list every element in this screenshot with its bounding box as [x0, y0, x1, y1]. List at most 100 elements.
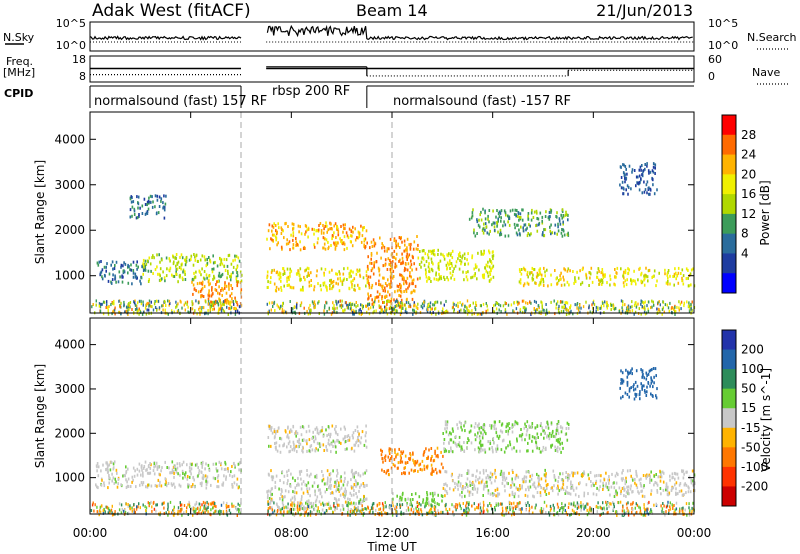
- power-echo-cell: [184, 258, 186, 262]
- velocity-echo-cell: [270, 475, 273, 479]
- velocity-echo-cell: [634, 506, 636, 510]
- velocity-echo-cell: [188, 502, 191, 506]
- power-echo-cell: [105, 265, 107, 269]
- power-echo-cell: [358, 287, 361, 291]
- velocity-echo-cell: [497, 436, 500, 440]
- power-echo-cell: [485, 302, 487, 305]
- velocity-echo-cell: [118, 508, 121, 512]
- power-echo-cell: [412, 312, 414, 316]
- power-echo-cell: [200, 273, 202, 277]
- power-echo-cell: [557, 300, 559, 304]
- power-echo-cell: [536, 217, 538, 220]
- power-echo-cell: [358, 309, 360, 313]
- velocity-echo-cell: [294, 497, 296, 501]
- power-colorbar-tick: 20: [741, 167, 756, 181]
- velocity-echo-cell: [177, 506, 180, 510]
- power-echo-cell: [118, 310, 121, 314]
- power-echo-cell: [626, 172, 628, 176]
- velocity-echo-cell: [464, 421, 466, 425]
- power-echo-cell: [334, 247, 337, 251]
- power-echo-cell: [329, 279, 331, 283]
- velocity-echo-cell: [366, 483, 368, 487]
- velocity-echo-cell: [334, 427, 336, 431]
- velocity-echo-cell: [349, 513, 351, 517]
- power-echo-cell: [541, 221, 544, 225]
- power-echo-cell: [649, 170, 652, 174]
- power-echo-cell: [384, 263, 386, 267]
- velocity-echo-cell: [105, 468, 107, 472]
- velocity-echo-cell: [670, 489, 673, 492]
- velocity-echo-cell: [136, 473, 139, 477]
- velocity-echo-cell: [321, 429, 323, 433]
- power-echo-cell: [572, 312, 574, 316]
- velocity-echo-cell: [422, 453, 425, 457]
- power-echo-cell: [464, 262, 466, 266]
- velocity-echo-cell: [633, 397, 636, 401]
- power-echo-cell: [659, 310, 661, 314]
- power-echo-cell: [530, 218, 533, 222]
- velocity-echo-cell: [399, 495, 401, 499]
- power-echo-cell: [460, 260, 463, 264]
- velocity-echo-cell: [563, 506, 565, 509]
- velocity-echo-cell: [606, 485, 609, 489]
- velocity-echo-cell: [492, 493, 494, 497]
- velocity-echo-cell: [583, 472, 586, 476]
- velocity-echo-cell: [529, 474, 531, 478]
- velocity-echo-cell: [620, 477, 623, 481]
- power-echo-cell: [119, 275, 121, 279]
- power-echo-cell: [521, 218, 524, 222]
- velocity-echo-cell: [414, 469, 416, 473]
- velocity-echo-cell: [283, 474, 286, 478]
- power-echo-cell: [523, 267, 526, 271]
- power-echo-cell: [369, 246, 371, 250]
- velocity-echo-cell: [139, 483, 141, 487]
- power-echo-cell: [652, 170, 655, 174]
- power-echo-cell: [637, 302, 639, 306]
- power-echo-cell: [304, 224, 307, 228]
- velocity-echo-cell: [575, 486, 578, 490]
- velocity-echo-cell: [634, 380, 637, 384]
- velocity-echo-cell: [474, 422, 477, 426]
- power-echo-cell: [589, 272, 592, 276]
- chart-title-radar: Adak West (fitACF): [92, 1, 251, 21]
- power-echo-cell: [370, 253, 373, 257]
- velocity-echo-cell: [537, 474, 540, 478]
- velocity-echo-cell: [452, 429, 454, 433]
- velocity-echo-cell: [576, 506, 579, 510]
- velocity-echo-cell: [605, 484, 607, 488]
- power-echo-cell: [336, 310, 338, 314]
- velocity-echo-cell: [155, 461, 158, 465]
- power-echo-cell: [682, 274, 685, 278]
- velocity-echo-cell: [347, 434, 350, 438]
- velocity-echo-cell: [487, 440, 489, 444]
- velocity-echo-cell: [651, 368, 653, 372]
- velocity-echo-cell: [535, 486, 537, 490]
- power-echo-cell: [690, 307, 692, 311]
- power-echo-cell: [183, 303, 185, 307]
- velocity-echo-cell: [292, 424, 294, 428]
- velocity-echo-cell: [484, 450, 487, 454]
- velocity-echo-cell: [437, 509, 439, 513]
- power-echo-cell: [163, 194, 165, 198]
- power-echo-cell: [373, 303, 375, 307]
- power-echo-cell: [438, 268, 440, 271]
- power-echo-cell: [538, 272, 541, 276]
- velocity-echo-cell: [201, 481, 203, 485]
- velocity-echo-cell: [540, 432, 542, 436]
- velocity-echo-cell: [458, 502, 461, 506]
- velocity-echo-cell: [103, 481, 105, 485]
- velocity-echo-cell: [293, 448, 296, 452]
- velocity-echo-cell: [590, 480, 592, 483]
- velocity-echo-cell: [559, 437, 561, 441]
- power-echo-cell: [492, 209, 494, 213]
- power-echo-cell: [490, 267, 492, 271]
- power-echo-cell: [387, 300, 389, 304]
- velocity-echo-cell: [626, 393, 629, 396]
- power-echo-cell: [373, 309, 375, 313]
- power-echo-cell: [215, 283, 217, 286]
- power-echo-cell: [148, 302, 150, 306]
- power-echo-cell: [331, 237, 333, 241]
- velocity-echo-cell: [478, 422, 480, 426]
- power-echo-cell: [646, 191, 648, 195]
- power-echo-cell: [201, 282, 204, 286]
